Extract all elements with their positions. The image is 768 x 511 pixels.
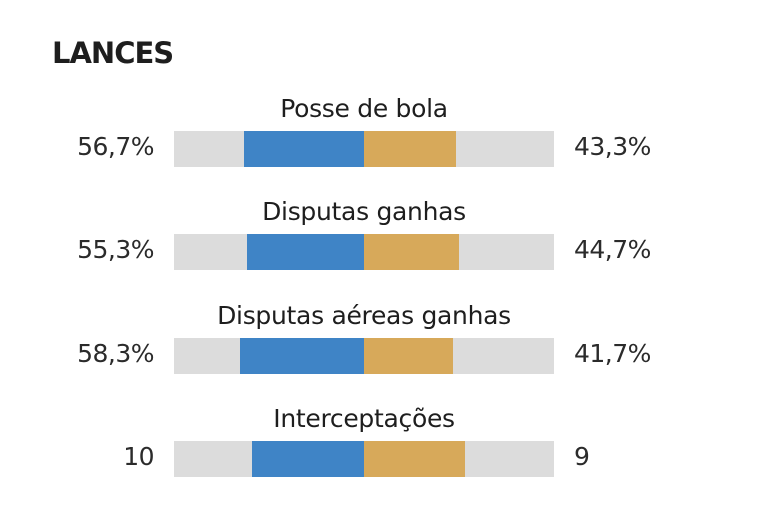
stat-row: Interceptações 10 9 [0, 404, 768, 494]
comparison-bar-track [174, 234, 554, 270]
comparison-bar-track [174, 338, 554, 374]
stat-row: Posse de bola 56,7% 43,3% [0, 94, 768, 184]
comparison-bar-track [174, 441, 554, 477]
stat-row: Disputas ganhas 55,3% 44,7% [0, 197, 768, 287]
right-team-value: 43,3% [574, 132, 651, 161]
stat-label: Disputas ganhas [262, 197, 466, 226]
right-team-bar [364, 131, 456, 167]
right-team-bar [364, 338, 453, 374]
right-team-value: 41,7% [574, 339, 651, 368]
left-team-bar [244, 131, 364, 167]
stat-label: Disputas aéreas ganhas [217, 301, 511, 330]
left-team-bar [247, 234, 364, 270]
stat-row: Disputas aéreas ganhas 58,3% 41,7% [0, 301, 768, 391]
comparison-bar-track [174, 131, 554, 167]
right-team-bar [364, 441, 465, 477]
left-team-value: 56,7% [77, 132, 154, 161]
right-team-value: 9 [574, 442, 590, 471]
left-team-value: 55,3% [77, 235, 154, 264]
right-team-bar [364, 234, 459, 270]
right-team-value: 44,7% [574, 235, 651, 264]
left-team-value: 10 [123, 442, 154, 471]
left-team-bar [240, 338, 364, 374]
left-team-value: 58,3% [77, 339, 154, 368]
stat-label: Posse de bola [280, 94, 448, 123]
section-title: LANCES [52, 36, 174, 70]
left-team-bar [252, 441, 364, 477]
stat-label: Interceptações [273, 404, 455, 433]
